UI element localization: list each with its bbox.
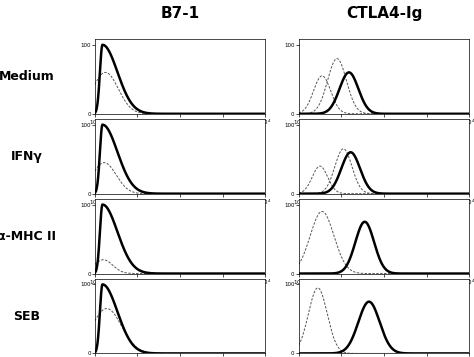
Text: CTLA4-Ig: CTLA4-Ig <box>346 6 422 21</box>
Text: IFNγ: IFNγ <box>10 150 43 163</box>
Text: α-MHC II: α-MHC II <box>0 230 56 243</box>
Text: Medium: Medium <box>0 70 55 83</box>
Text: SEB: SEB <box>13 310 40 323</box>
Text: B7-1: B7-1 <box>161 6 200 21</box>
